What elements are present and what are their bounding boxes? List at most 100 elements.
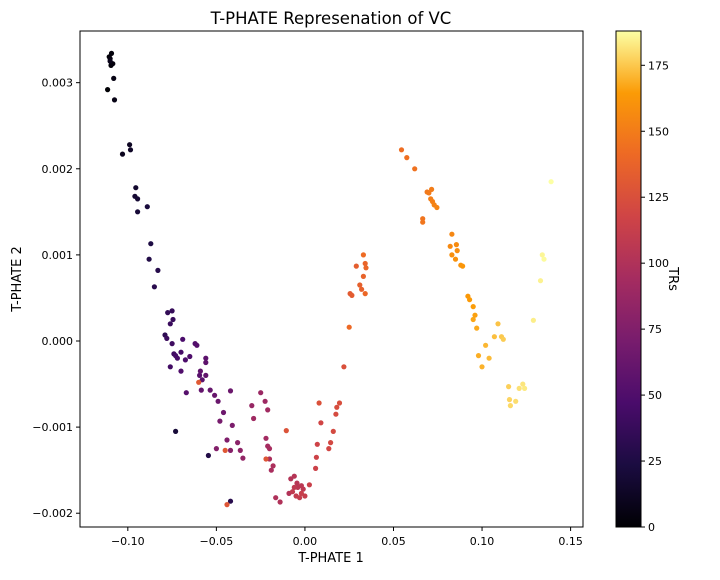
data-point xyxy=(205,452,211,459)
data-point xyxy=(470,304,476,310)
data-point xyxy=(289,489,296,495)
data-point xyxy=(217,418,223,424)
data-point xyxy=(203,359,209,366)
data-point xyxy=(235,440,241,446)
x-tick-label: 0.00 xyxy=(293,535,318,548)
x-axis: −0.10 −0.05 0.00 0.05 0.10 0.15 xyxy=(111,527,583,548)
data-point xyxy=(213,446,219,452)
data-point xyxy=(520,381,526,387)
data-point xyxy=(548,179,554,185)
data-point xyxy=(197,372,203,378)
data-point xyxy=(452,256,459,262)
data-point xyxy=(360,252,366,258)
data-point xyxy=(183,390,189,396)
data-point xyxy=(297,495,303,501)
data-point xyxy=(362,291,368,297)
data-point xyxy=(220,409,227,416)
data-point xyxy=(224,437,230,443)
data-point xyxy=(291,473,297,479)
data-point xyxy=(174,355,180,361)
data-point xyxy=(111,75,117,81)
data-point xyxy=(151,284,157,290)
colorbar-tick-label: 75 xyxy=(648,323,662,336)
data-point xyxy=(108,50,115,57)
data-point xyxy=(182,357,188,363)
data-point xyxy=(187,353,193,360)
data-point xyxy=(363,265,369,271)
y-tick-label: 0.000 xyxy=(42,335,74,348)
data-point xyxy=(449,231,455,237)
data-point xyxy=(336,400,343,406)
data-point xyxy=(318,420,324,426)
data-point xyxy=(506,384,512,390)
data-point xyxy=(346,324,352,330)
data-point xyxy=(434,204,440,211)
data-point xyxy=(277,499,283,505)
data-point xyxy=(333,411,339,417)
data-point xyxy=(412,166,418,172)
data-point xyxy=(316,400,322,406)
data-point xyxy=(207,387,213,393)
data-point xyxy=(537,278,544,284)
data-point xyxy=(420,219,426,225)
data-point xyxy=(491,334,497,340)
y-tick-label: 0.003 xyxy=(42,77,74,90)
data-point xyxy=(474,325,480,331)
data-point xyxy=(467,297,473,303)
data-point xyxy=(483,342,489,348)
data-point xyxy=(313,465,319,471)
y-tick-label: 0.001 xyxy=(42,249,74,262)
x-tick-label: 0.15 xyxy=(558,535,583,548)
data-point xyxy=(133,185,139,191)
data-point xyxy=(227,447,234,453)
data-point xyxy=(522,385,528,391)
data-point xyxy=(119,151,126,157)
colorbar-tick-label: 175 xyxy=(648,59,669,72)
data-point xyxy=(516,385,522,391)
data-point xyxy=(291,484,297,490)
data-point xyxy=(270,463,276,469)
data-point xyxy=(429,186,435,192)
data-point xyxy=(224,502,230,508)
chart-title: T-PHATE Represenation of VC xyxy=(210,9,452,28)
data-point xyxy=(155,267,161,273)
colorbar-tick-label: 100 xyxy=(648,257,669,270)
data-point xyxy=(472,312,478,318)
data-point xyxy=(251,415,257,422)
data-point xyxy=(105,87,111,93)
y-axis: −0.002 −0.001 0.000 0.001 0.002 0.003 xyxy=(32,77,80,520)
data-point xyxy=(164,335,170,341)
data-point xyxy=(167,321,173,327)
data-point xyxy=(314,441,320,447)
x-tick-label: 0.05 xyxy=(381,535,406,548)
colorbar-tick-label: 0 xyxy=(648,521,655,534)
data-point xyxy=(360,273,366,279)
data-point xyxy=(127,147,134,153)
plot-frame xyxy=(79,30,584,528)
data-point xyxy=(263,435,269,441)
data-point xyxy=(169,308,175,314)
data-point xyxy=(453,242,459,248)
data-point xyxy=(262,398,268,404)
data-point xyxy=(500,336,506,342)
data-point xyxy=(294,480,300,486)
data-point xyxy=(265,407,271,413)
data-point xyxy=(313,454,319,460)
data-point xyxy=(169,341,175,347)
x-tick-label: 0.10 xyxy=(470,535,495,548)
data-point xyxy=(215,398,221,404)
colorbar-tick-label: 25 xyxy=(648,455,662,468)
data-point xyxy=(298,490,304,496)
data-point xyxy=(306,482,312,488)
data-point xyxy=(283,428,289,434)
data-point xyxy=(449,252,455,258)
data-point xyxy=(194,342,200,348)
data-point xyxy=(197,368,203,374)
data-point xyxy=(341,364,347,370)
data-point xyxy=(300,486,306,492)
data-point xyxy=(107,58,113,64)
data-point xyxy=(513,398,519,404)
data-point xyxy=(334,404,340,410)
